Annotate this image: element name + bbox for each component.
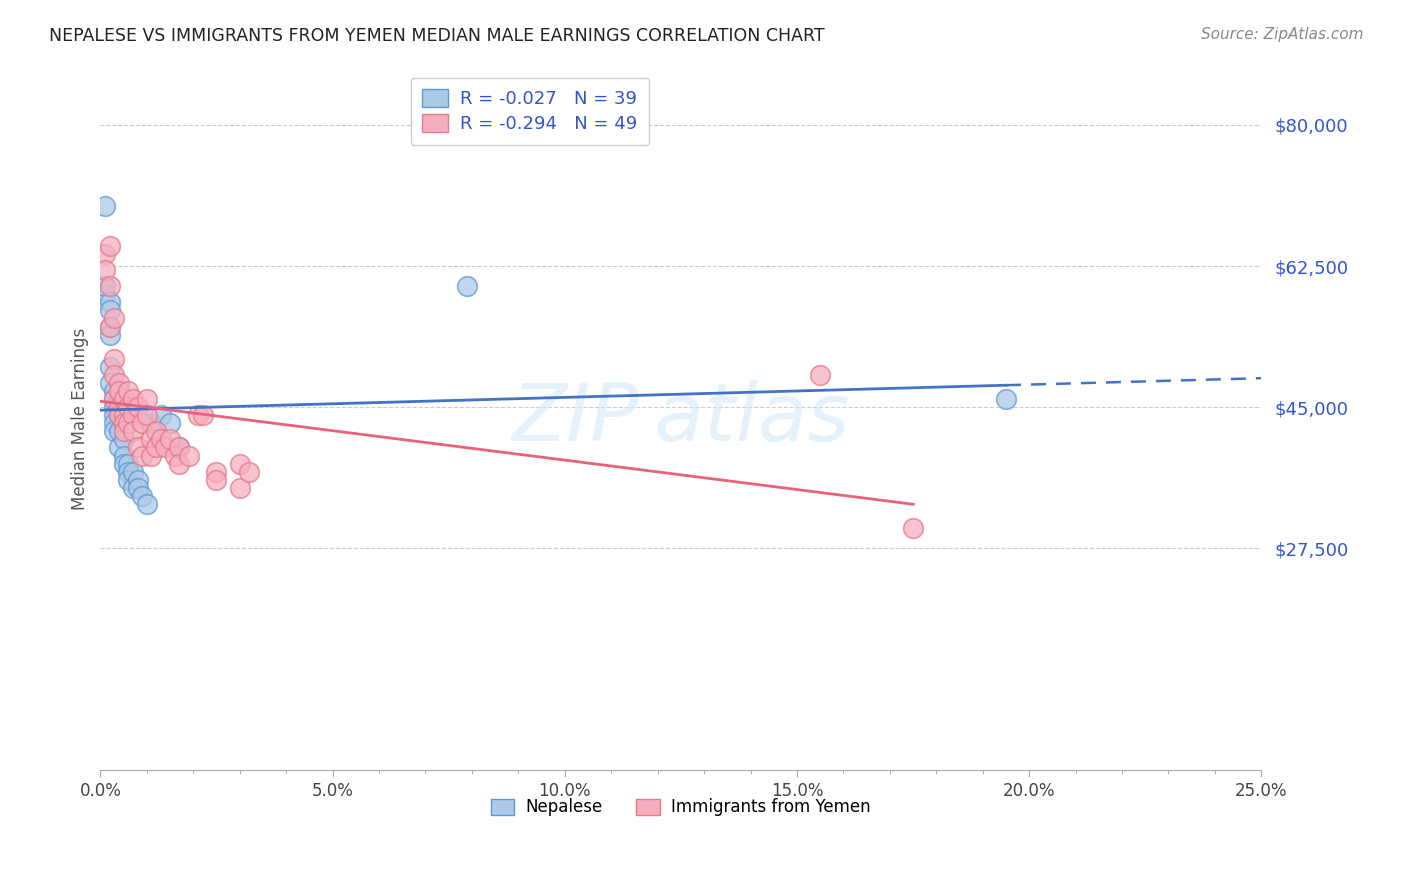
Point bbox=[117, 465, 139, 479]
Point bbox=[205, 465, 228, 479]
Point bbox=[121, 465, 143, 479]
Point bbox=[103, 384, 125, 398]
Point bbox=[145, 441, 167, 455]
Point bbox=[103, 400, 125, 414]
Point bbox=[117, 417, 139, 431]
Point bbox=[141, 417, 163, 431]
Point bbox=[135, 497, 157, 511]
Point bbox=[98, 279, 121, 293]
Point bbox=[169, 457, 191, 471]
Point bbox=[121, 392, 143, 406]
Point bbox=[112, 433, 135, 447]
Point bbox=[117, 457, 139, 471]
Point bbox=[98, 319, 121, 334]
Point bbox=[103, 368, 125, 382]
Point bbox=[112, 417, 135, 431]
Point bbox=[112, 417, 135, 431]
Point bbox=[131, 417, 153, 431]
Point bbox=[112, 425, 135, 439]
Point bbox=[94, 263, 117, 277]
Point bbox=[131, 489, 153, 503]
Point bbox=[103, 409, 125, 423]
Point bbox=[205, 473, 228, 487]
Point bbox=[159, 433, 181, 447]
Point bbox=[98, 239, 121, 253]
Point bbox=[94, 247, 117, 261]
Point bbox=[131, 449, 153, 463]
Point bbox=[145, 425, 167, 439]
Point bbox=[135, 392, 157, 406]
Point bbox=[901, 521, 924, 535]
Point bbox=[98, 319, 121, 334]
Point bbox=[103, 392, 125, 406]
Point bbox=[98, 359, 121, 374]
Point bbox=[112, 392, 135, 406]
Text: ZIP atlas: ZIP atlas bbox=[512, 380, 851, 458]
Point bbox=[117, 400, 139, 414]
Point bbox=[112, 457, 135, 471]
Point bbox=[103, 417, 125, 431]
Point bbox=[94, 198, 117, 212]
Point bbox=[108, 384, 131, 398]
Point bbox=[94, 287, 117, 301]
Point bbox=[108, 409, 131, 423]
Point bbox=[456, 279, 478, 293]
Point bbox=[127, 400, 149, 414]
Point bbox=[808, 368, 831, 382]
Point bbox=[108, 425, 131, 439]
Y-axis label: Median Male Earnings: Median Male Earnings bbox=[72, 328, 89, 510]
Point bbox=[163, 449, 186, 463]
Point bbox=[141, 433, 163, 447]
Point bbox=[127, 441, 149, 455]
Point bbox=[155, 441, 177, 455]
Point bbox=[112, 409, 135, 423]
Point bbox=[98, 327, 121, 342]
Point bbox=[98, 376, 121, 390]
Point bbox=[169, 441, 191, 455]
Point bbox=[98, 303, 121, 318]
Point bbox=[177, 449, 200, 463]
Point bbox=[191, 409, 214, 423]
Text: Source: ZipAtlas.com: Source: ZipAtlas.com bbox=[1201, 27, 1364, 42]
Point bbox=[108, 376, 131, 390]
Point bbox=[103, 425, 125, 439]
Point bbox=[228, 457, 250, 471]
Point bbox=[94, 279, 117, 293]
Point bbox=[187, 409, 209, 423]
Point bbox=[141, 449, 163, 463]
Text: NEPALESE VS IMMIGRANTS FROM YEMEN MEDIAN MALE EARNINGS CORRELATION CHART: NEPALESE VS IMMIGRANTS FROM YEMEN MEDIAN… bbox=[49, 27, 825, 45]
Point bbox=[117, 384, 139, 398]
Point bbox=[103, 311, 125, 326]
Point bbox=[103, 351, 125, 366]
Point bbox=[135, 409, 157, 423]
Point bbox=[108, 409, 131, 423]
Point bbox=[159, 417, 181, 431]
Point bbox=[127, 481, 149, 495]
Point bbox=[98, 295, 121, 310]
Point bbox=[112, 449, 135, 463]
Point bbox=[108, 400, 131, 414]
Point bbox=[103, 392, 125, 406]
Point bbox=[127, 473, 149, 487]
Point bbox=[108, 392, 131, 406]
Point bbox=[149, 409, 172, 423]
Point bbox=[228, 481, 250, 495]
Point bbox=[121, 481, 143, 495]
Point bbox=[238, 465, 260, 479]
Point bbox=[121, 425, 143, 439]
Point bbox=[169, 441, 191, 455]
Point bbox=[149, 433, 172, 447]
Point bbox=[145, 441, 167, 455]
Point bbox=[117, 473, 139, 487]
Legend: Nepalese, Immigrants from Yemen: Nepalese, Immigrants from Yemen bbox=[482, 790, 879, 825]
Point bbox=[121, 409, 143, 423]
Point bbox=[108, 441, 131, 455]
Point bbox=[994, 392, 1017, 406]
